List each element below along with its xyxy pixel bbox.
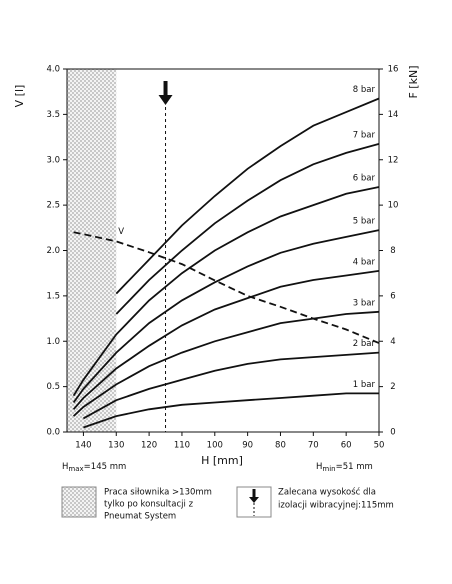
y2-tick-label: 8 <box>390 246 395 256</box>
x-tick-label: 80 <box>275 441 286 451</box>
shaded-region <box>67 69 117 432</box>
y-tick-label: 3.5 <box>46 110 60 120</box>
series-label: 2 bar <box>353 339 376 349</box>
legend-arrow-head <box>249 497 259 503</box>
x-axis-label: H [mm] <box>201 454 243 467</box>
recommended-arrow-head <box>158 95 173 105</box>
y-tick-label: 3.0 <box>46 155 60 165</box>
y2-tick-label: 4 <box>390 337 395 347</box>
y2-tick-label: 6 <box>390 291 395 301</box>
h-max-sub: max <box>68 465 83 473</box>
y2-tick-label: 14 <box>388 110 399 120</box>
h-max: Hmax=145 mm <box>62 462 126 474</box>
series-line <box>115 143 380 315</box>
series-label: 4 bar <box>353 257 376 267</box>
series-label: 3 bar <box>353 298 376 308</box>
series-label: V <box>118 227 124 237</box>
series-line <box>83 392 379 429</box>
y-tick-label: 0.0 <box>46 428 60 438</box>
legend-note: Zalecana wysokość dla <box>278 487 376 498</box>
x-tick-label: 60 <box>341 441 352 451</box>
legend-arrow-box <box>236 486 272 518</box>
x-tick-label: 140 <box>75 441 91 451</box>
series-line <box>73 231 380 344</box>
series-label: 7 bar <box>353 130 376 140</box>
legend-note: izolacji wibracyjnej:115mm <box>278 501 394 511</box>
legend-note: Pneumat System <box>104 512 176 522</box>
h-min-symbol: H <box>316 462 322 472</box>
x-tick-label: 90 <box>242 441 253 451</box>
y-tick-label: 0.5 <box>46 382 60 392</box>
legend-note: Praca siłownika >130mm <box>104 488 212 498</box>
series-line <box>82 351 380 420</box>
x-tick-label: 120 <box>141 441 157 451</box>
series-line <box>72 310 380 417</box>
h-min: Hmin=51 mm <box>316 462 373 474</box>
y2-tick-label: 16 <box>388 65 399 75</box>
y-tick-label: 1.0 <box>46 337 60 347</box>
series-label: 5 bar <box>353 217 376 227</box>
legend-shaded-box <box>61 486 97 518</box>
y-tick-label: 4.0 <box>46 65 60 75</box>
x-tick-label: 130 <box>108 441 124 451</box>
y-axis-label: V [l] <box>13 85 26 108</box>
h-max-text: =145 mm <box>84 462 127 472</box>
y2-tick-label: 2 <box>390 382 395 392</box>
y2-tick-label: 10 <box>388 201 399 211</box>
x-tick-label: 110 <box>174 441 190 451</box>
x-tick-label: 100 <box>207 441 223 451</box>
y2-tick-label: 0 <box>390 428 395 438</box>
h-max-symbol: H <box>62 462 68 472</box>
h-min-sub: min <box>322 465 335 473</box>
legend-note: tylko po konsultacji z <box>104 500 194 510</box>
y2-tick-label: 12 <box>388 155 399 165</box>
x-tick-label: 70 <box>308 441 319 451</box>
series-line <box>72 270 380 410</box>
y-tick-label: 2.5 <box>46 201 60 211</box>
series-label: 6 bar <box>353 173 376 183</box>
y-tick-label: 2.0 <box>46 246 60 256</box>
series-label: 8 bar <box>353 85 376 95</box>
y2-axis-label: F [kN] <box>407 65 420 98</box>
series-line <box>115 97 380 295</box>
series-label: 1 bar <box>353 380 376 390</box>
series-line <box>72 186 380 397</box>
y-tick-label: 1.5 <box>46 291 60 301</box>
x-tick-label: 50 <box>374 441 385 451</box>
h-min-text: =51 mm <box>336 462 373 472</box>
series-line <box>72 229 380 404</box>
